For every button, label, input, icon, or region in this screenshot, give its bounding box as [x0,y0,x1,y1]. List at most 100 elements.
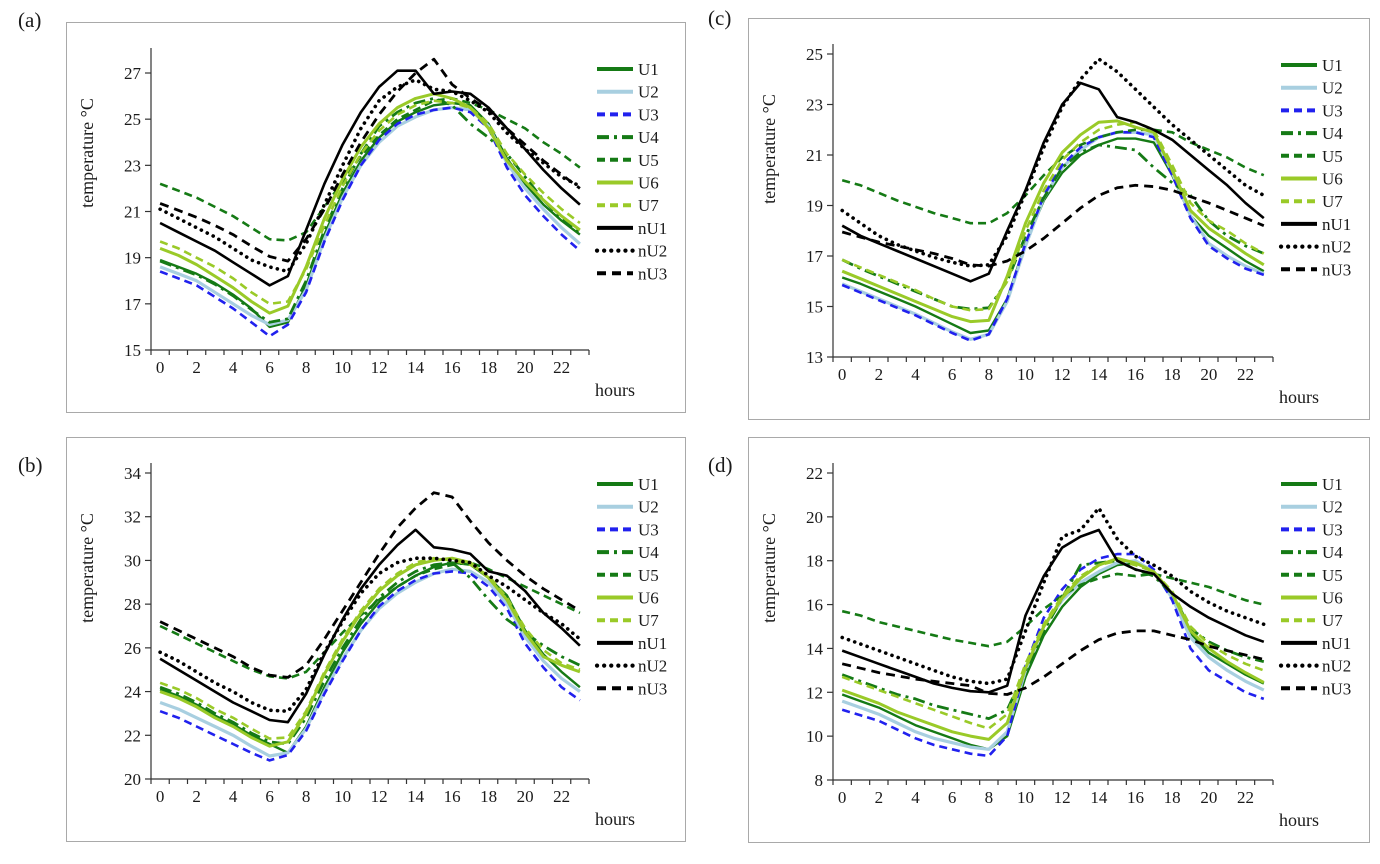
series-line-U7 [841,120,1265,312]
series-line-U5 [159,97,581,242]
svg-text:8: 8 [985,365,994,384]
svg-text:27: 27 [124,64,142,83]
x-axis-title: hours [1279,387,1319,407]
panel-d: 8 10 12 14 16 18 20 22 0 2 4 6 8 10 12 14 16 18 20 22 temper… [748,437,1370,843]
series-line-U2 [159,567,581,758]
legend-label-U4: U4 [1322,543,1343,562]
svg-text:18: 18 [480,358,497,377]
svg-text:14: 14 [1090,788,1108,807]
legend-label-U6: U6 [1322,589,1343,608]
svg-text:14: 14 [806,639,824,658]
svg-text:16: 16 [1127,788,1144,807]
y-axis-title: temperature °C [77,513,97,623]
axes [827,44,1274,362]
svg-text:6: 6 [948,788,957,807]
svg-text:20: 20 [124,770,141,789]
legend-label-U4: U4 [638,543,659,562]
legend-label-nU2: nU2 [1322,238,1351,257]
x-axis-title: hours [1279,810,1319,830]
series-line-nU2 [840,57,1266,268]
svg-text:20: 20 [517,787,534,806]
series-line-nU3 [841,183,1265,268]
svg-text:22: 22 [553,358,570,377]
legend-label-nU1: nU1 [638,634,667,653]
y-axis-title: temperature °C [77,98,97,208]
series-line-U3 [159,570,581,762]
svg-text:8: 8 [302,787,311,806]
svg-text:20: 20 [1200,788,1217,807]
svg-text:10: 10 [334,358,351,377]
legend-label-U4: U4 [1322,124,1343,143]
series-line-U6 [159,92,581,315]
svg-text:16: 16 [1127,365,1144,384]
svg-text:10: 10 [334,787,351,806]
legend-label-U3: U3 [638,520,659,539]
svg-text:6: 6 [948,365,957,384]
panel-a: 15 17 19 21 23 25 27 0 2 4 6 8 10 12 14 16 18 20 22 tempera… [66,22,686,413]
svg-text:17: 17 [806,247,824,266]
svg-text:4: 4 [911,788,920,807]
y-axis-title: temperature °C [759,513,779,623]
svg-text:2: 2 [875,788,884,807]
panel-b: 20 22 24 26 28 30 32 34 0 2 4 6 8 10 12 14 16 18 20 22 tempe… [66,437,686,842]
legend-label-U1: U1 [638,60,659,79]
svg-text:21: 21 [806,146,823,165]
svg-text:14: 14 [407,787,425,806]
svg-text:6: 6 [265,787,274,806]
legend-label-nU2: nU2 [638,657,667,676]
svg-text:22: 22 [1237,365,1254,384]
legend-label-U5: U5 [1322,147,1343,166]
legend-label-U7: U7 [1322,192,1343,211]
svg-text:20: 20 [1200,365,1217,384]
tick-labels: 15 17 19 21 23 25 27 0 2 4 6 8 10 12 14 16 18 20 22 [124,64,570,377]
legend: U1 U2 U3 U4 U5 U6 U7 nU1 nU2 nU3 [1278,475,1351,698]
legend-label-U7: U7 [638,611,659,630]
svg-text:18: 18 [806,552,823,571]
svg-text:24: 24 [124,683,142,702]
svg-text:6: 6 [265,358,274,377]
series-line-U6 [841,119,1265,324]
svg-text:15: 15 [806,298,823,317]
svg-text:34: 34 [124,464,142,483]
legend-label-U6: U6 [1322,170,1343,189]
panel-label-d: (d) [708,453,733,477]
svg-text:23: 23 [124,156,141,175]
svg-text:16: 16 [444,787,461,806]
svg-text:19: 19 [806,197,823,216]
svg-text:12: 12 [806,683,823,702]
svg-text:12: 12 [1054,788,1071,807]
svg-text:13: 13 [806,348,823,367]
x-axis-title: hours [595,380,635,400]
legend-label-U2: U2 [638,498,659,517]
series-line-U7 [159,99,581,306]
svg-text:4: 4 [229,787,238,806]
legend-label-nU3: nU3 [1322,679,1351,698]
svg-text:25: 25 [124,110,141,129]
svg-text:22: 22 [1237,788,1254,807]
legend-label-U4: U4 [638,128,659,147]
svg-text:10: 10 [806,727,823,746]
svg-text:0: 0 [838,365,847,384]
legend-label-U7: U7 [1322,611,1343,630]
panel-c: 13 15 17 19 21 23 25 0 2 4 6 8 10 12 14 16 18 20 22 tempera… [748,18,1370,420]
legend-label-nU1: nU1 [638,219,667,238]
svg-text:21: 21 [124,203,141,222]
axes [145,463,590,784]
svg-text:14: 14 [1090,365,1108,384]
chart-c-svg: 13 15 17 19 21 23 25 0 2 4 6 8 10 12 14 16 18 20 22 tempera… [759,44,1351,407]
legend-label-U2: U2 [638,83,659,102]
tick-labels: 8 10 12 14 16 18 20 22 0 2 4 6 8 10 12 14 16 18 20 22 [806,464,1254,807]
legend-label-U1: U1 [638,475,659,494]
legend-label-nU1: nU1 [1322,215,1351,234]
series-line-U4 [841,143,1265,311]
series-line-nU3 [159,57,581,263]
legend-label-U1: U1 [1322,475,1343,494]
svg-text:12: 12 [371,787,388,806]
legend-label-U5: U5 [638,151,659,170]
legend-label-U1: U1 [1322,56,1343,75]
series-line-U7 [841,559,1265,730]
svg-text:8: 8 [985,788,994,807]
legend-label-nU3: nU3 [638,264,667,283]
